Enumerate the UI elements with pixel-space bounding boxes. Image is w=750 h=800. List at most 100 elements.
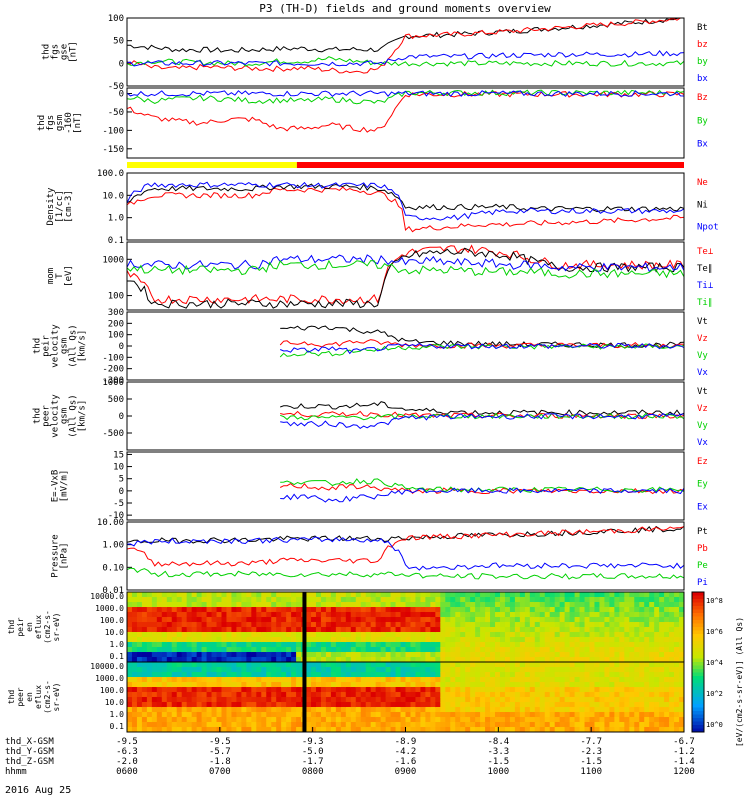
heatmap-cell [296,697,302,703]
heatmap-cell [405,607,411,613]
heatmap-cell [425,607,431,613]
heatmap-cell [664,717,670,723]
heatmap-cell [127,642,133,648]
heatmap-cell [664,682,670,688]
heatmap-cell [350,637,357,643]
heatmap-cell [226,657,232,663]
y-tick-label: 100 [108,14,124,24]
heatmap-cell [335,712,342,718]
heatmap-cell [345,637,352,643]
heatmap-cell [504,717,511,723]
heatmap-cell [236,647,242,653]
heatmap-cell [579,637,586,643]
heatmap-cell [171,632,178,638]
heatmap-cell [524,632,531,638]
heatmap-cell [181,607,188,613]
heatmap-cell [495,667,501,673]
heatmap-cell [629,617,635,623]
heatmap-cell [405,672,411,678]
heatmap-cell [261,712,267,718]
heatmap-cell [669,682,675,688]
heatmap-cell [619,632,625,638]
heatmap-cell [475,612,481,618]
heatmap-cell [425,602,431,608]
heatmap-cell [470,637,476,643]
x-axis-row-label: thd_Y-GSM [5,747,54,757]
heatmap-cell [544,602,551,608]
heatmap-cell [370,722,377,728]
heatmap-cell [176,687,183,693]
heatmap-cell [206,607,213,613]
heatmap-cell [380,627,387,633]
heatmap-cell [584,662,591,668]
heatmap-cell [231,642,237,648]
heatmap-cell [504,687,511,693]
heatmap-cell [380,712,387,718]
heatmap-cell [629,692,635,698]
heatmap-cell [216,677,222,683]
heatmap-cell [430,657,436,663]
heatmap-cell [370,617,377,623]
heatmap-cell [430,632,436,638]
heatmap-cell [256,662,262,668]
heatmap-cell [201,667,208,673]
heatmap-cell [490,677,496,683]
colorbar-swatch [692,683,704,687]
heatmap-cell [136,637,143,643]
heatmap-cell [395,632,402,638]
heatmap-cell [504,602,511,608]
heatmap-cell [664,642,670,648]
heatmap-cell [151,622,158,628]
heatmap-cell [216,597,222,603]
heatmap-cell [604,667,610,673]
heatmap-cell [191,717,198,723]
heatmap-cell [519,612,526,618]
heatmap-cell [554,672,561,678]
heatmap-cell [659,717,665,723]
heatmap-cell [156,652,163,658]
heatmap-cell [156,657,163,663]
heatmap-cell [579,647,586,653]
heatmap-cell [544,717,551,723]
heatmap-cell [246,592,252,598]
heatmap-cell [445,617,451,623]
heatmap-cell [266,622,272,628]
heatmap-cell [231,612,237,618]
heatmap-cell [445,697,451,703]
heatmap-cell [549,727,556,733]
heatmap-cell [375,672,382,678]
heatmap-cell [564,702,571,708]
heatmap-cell [161,672,168,678]
heatmap-cell [614,727,620,733]
heatmap-cell [370,702,377,708]
heatmap-cell [624,697,630,703]
heatmap-cell [141,702,148,708]
heatmap-cell [315,647,322,653]
heatmap-cell [499,717,506,723]
heatmap-cell [659,622,665,628]
heatmap-cell [335,597,342,603]
heatmap-cell [306,727,312,733]
heatmap-cell [166,642,173,648]
heatmap-cell [644,717,650,723]
heatmap-cell [649,662,655,668]
heatmap-cell [306,702,312,708]
heatmap-cell [614,642,620,648]
heatmap-cell [226,592,232,598]
heatmap-cell [345,712,352,718]
heatmap-cell [614,612,620,618]
heatmap-cell [136,697,143,703]
heatmap-cell [291,617,297,623]
heatmap-cell [440,612,446,618]
heatmap-cell [594,662,600,668]
heatmap-cell [564,687,571,693]
heatmap-cell [410,612,416,618]
heatmap-cell [654,657,660,663]
heatmap-cell [395,662,402,668]
heatmap-cell [171,712,178,718]
heatmap-cell [669,692,675,698]
heatmap-cell [181,702,188,708]
heatmap-cell [450,667,456,673]
heatmap-cell [211,632,218,638]
heatmap-cell [460,727,466,733]
